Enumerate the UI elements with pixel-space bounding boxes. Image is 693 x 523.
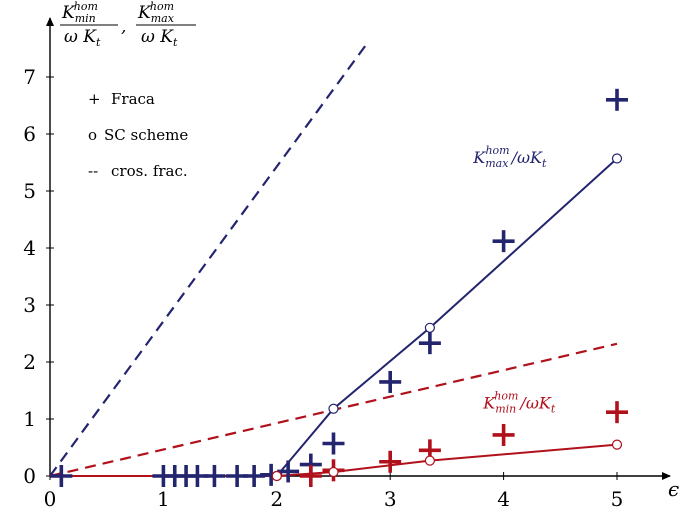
point-min_fraca-5 [606,401,628,424]
point-min_fraca-0 [299,465,322,487]
point-max_sc-3 [424,322,435,333]
legend-marker-plus: + [88,90,101,108]
y-tick-label-0: 0 [23,464,36,488]
y-axis-label: Kminhom ω Kt , Kmaxhom ω Kt [60,0,196,49]
svg-text:Kmaxhom: Kmaxhom [137,0,175,25]
legend-label-sc-scheme: SC scheme [104,126,188,144]
legend-label-fraca: Fraca [111,90,155,108]
legend-marker-dashed: -- [88,162,98,180]
legend-marker-circle: o [88,126,97,144]
y-label-num1: K [61,3,76,23]
y-label-sub2: max [151,12,175,25]
point-max_fraca-0 [50,465,73,487]
x-axis-label: ϵ [668,477,679,501]
x-tick-label-4: 4 [497,487,510,511]
x-tick-label-2: 2 [270,487,283,511]
y-label-den1-sub: t [96,36,101,49]
point-max_fraca-13 [418,332,441,355]
ticks: 0 1 2 3 4 5 0 1 2 3 4 5 6 7 [23,65,623,511]
svg-text:Kminhom: Kminhom [61,0,98,25]
point-min_sc-4 [611,439,623,450]
annotations: Kmaxhom/ωKt Kminhom/ωKt [472,144,556,415]
annotation-kmax: Kmaxhom/ωKt [472,144,547,170]
legend-label-cros-frac: cros. frac. [111,162,188,180]
point-max_fraca-12 [379,370,402,393]
y-label-den2: ω K [141,27,174,47]
y-label-sub1: min [75,12,96,25]
y-tick-label-7: 7 [23,65,36,89]
y-label-separator: , [121,17,126,37]
series-max_sc-line [50,157,618,477]
point-max_sc-4 [611,153,623,164]
x-tick-label-0: 0 [44,487,57,511]
svg-text:ω Kt: ω Kt [64,27,101,49]
x-tick-label-3: 3 [384,487,397,511]
x-tick-label-1: 1 [157,487,170,511]
point-max_sc-2 [328,403,339,414]
annotation-kmin: Kminhom/ωKt [482,389,556,415]
point-max_fraca-14 [492,230,515,253]
svg-text:ω Kt: ω Kt [141,27,178,49]
point-min_sc-3 [424,455,435,466]
y-tick-label-2: 2 [23,350,36,374]
legend: + Fraca o SC scheme -- cros. frac. [88,90,188,180]
point-max_fraca-11 [322,432,345,455]
point-max_fraca-5 [203,465,226,487]
y-label-den1: ω K [64,27,97,47]
x-tick-label-5: 5 [611,487,624,511]
y-tick-label-1: 1 [23,407,36,431]
axes [46,17,671,480]
point-max_fraca-15 [606,88,628,111]
point-min_sc-1 [271,470,282,482]
y-label-sup1: hom [74,0,98,13]
y-tick-label-4: 4 [23,236,36,260]
y-label-num2: K [137,3,152,23]
plot-area [49,42,628,487]
point-min_sc-2 [328,466,339,478]
y-tick-label-5: 5 [23,179,36,203]
y-label-den2-sub: t [173,36,178,49]
y-label-sup2: hom [150,0,174,13]
point-min_fraca-4 [492,423,515,446]
y-tick-label-3: 3 [23,293,36,317]
y-tick-label-6: 6 [23,122,36,146]
point-max_fraca-9 [277,460,300,483]
point-min_fraca-2 [379,450,402,473]
